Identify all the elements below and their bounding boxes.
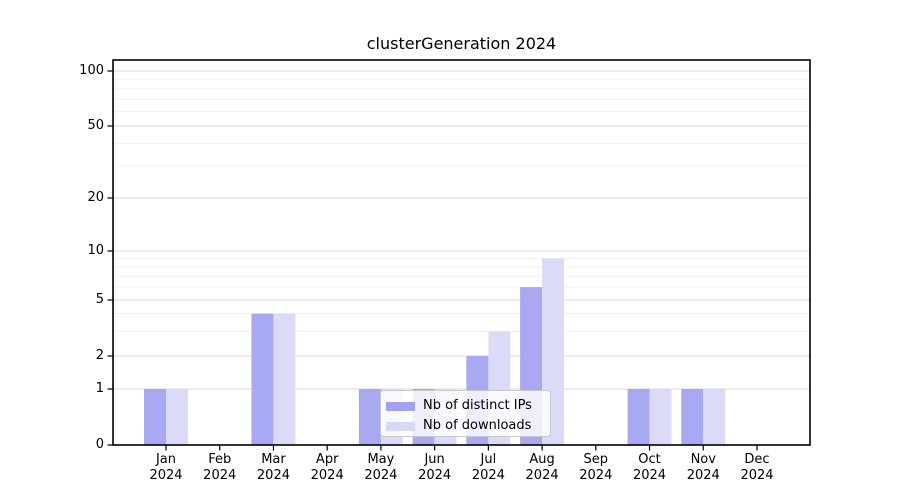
axis-tick-marks bbox=[107, 70, 758, 451]
y-tick-label: 50 bbox=[87, 118, 104, 133]
chart-title: clusterGeneration 2024 bbox=[366, 34, 557, 53]
y-tick-label: 10 bbox=[87, 243, 104, 258]
bar bbox=[273, 313, 296, 445]
x-tick-label: Dec 2024 bbox=[717, 452, 797, 483]
x-tick-label: May 2024 bbox=[341, 452, 421, 483]
major-gridlines bbox=[113, 70, 810, 390]
y-tick-label: 100 bbox=[79, 63, 104, 78]
x-tick-label: Mar 2024 bbox=[233, 452, 313, 483]
legend-label: Nb of downloads bbox=[423, 418, 532, 433]
y-tick-label: 20 bbox=[87, 190, 104, 205]
legend-label: Nb of distinct IPs bbox=[423, 398, 532, 413]
bar bbox=[703, 389, 726, 445]
x-tick-year: 2024 bbox=[632, 467, 667, 483]
bar bbox=[166, 389, 188, 445]
bar bbox=[358, 389, 381, 445]
x-tick-month: Feb bbox=[208, 452, 232, 467]
x-tick-year: 2024 bbox=[686, 467, 720, 483]
bar bbox=[251, 313, 274, 445]
x-tick-month: Jan bbox=[155, 452, 177, 467]
x-tick-year: 2024 bbox=[418, 467, 452, 483]
legend-swatch-distinct-ips bbox=[386, 401, 415, 411]
x-tick-label: Nov 2024 bbox=[663, 452, 743, 483]
y-tick-label: 2 bbox=[95, 348, 104, 363]
x-tick-label: Jan 2024 bbox=[126, 452, 206, 483]
legend-item: Nb of downloads bbox=[386, 416, 550, 436]
x-tick-month: Jun bbox=[424, 452, 445, 467]
x-tick-month: May bbox=[367, 452, 395, 467]
x-tick-label: Oct 2024 bbox=[610, 452, 690, 483]
legend-swatch-downloads bbox=[386, 421, 415, 431]
x-tick-label: Jun 2024 bbox=[395, 452, 475, 483]
bar bbox=[627, 389, 650, 445]
x-tick-year: 2024 bbox=[310, 467, 344, 483]
x-tick-month: Oct bbox=[638, 452, 661, 467]
x-tick-label: Apr 2024 bbox=[287, 452, 367, 483]
x-tick-year: 2024 bbox=[471, 467, 505, 483]
bar bbox=[144, 389, 166, 445]
plot-frame bbox=[112, 59, 811, 446]
x-tick-month: Jul bbox=[480, 452, 497, 467]
x-tick-label: Sep 2024 bbox=[556, 452, 636, 483]
x-tick-year: 2024 bbox=[256, 467, 290, 483]
legend-item: Nb of distinct IPs bbox=[386, 396, 550, 416]
x-tick-year: 2024 bbox=[525, 467, 559, 483]
x-tick-year: 2024 bbox=[149, 467, 183, 483]
x-tick-month: Nov bbox=[690, 452, 716, 467]
legend: Nb of distinct IPs Nb of downloads bbox=[380, 390, 551, 437]
x-tick-month: Aug bbox=[529, 452, 555, 467]
x-tick-month: Apr bbox=[315, 452, 339, 467]
y-tick-label: 0 bbox=[95, 437, 104, 452]
x-tick-month: Dec bbox=[744, 452, 770, 467]
bar bbox=[681, 389, 704, 445]
x-tick-year: 2024 bbox=[579, 467, 613, 483]
y-tick-label: 1 bbox=[95, 381, 104, 396]
x-tick-label: Jul 2024 bbox=[448, 452, 528, 483]
x-tick-year: 2024 bbox=[740, 467, 774, 483]
x-tick-month: Sep bbox=[583, 452, 609, 467]
bar bbox=[649, 389, 672, 445]
minor-gridlines bbox=[113, 78, 810, 332]
y-tick-label: 5 bbox=[95, 292, 104, 307]
x-tick-year: 2024 bbox=[364, 467, 398, 483]
x-tick-month: Mar bbox=[261, 452, 286, 467]
x-tick-year: 2024 bbox=[203, 467, 237, 483]
x-tick-label: Aug 2024 bbox=[502, 452, 582, 483]
x-tick-label: Feb 2024 bbox=[180, 452, 260, 483]
